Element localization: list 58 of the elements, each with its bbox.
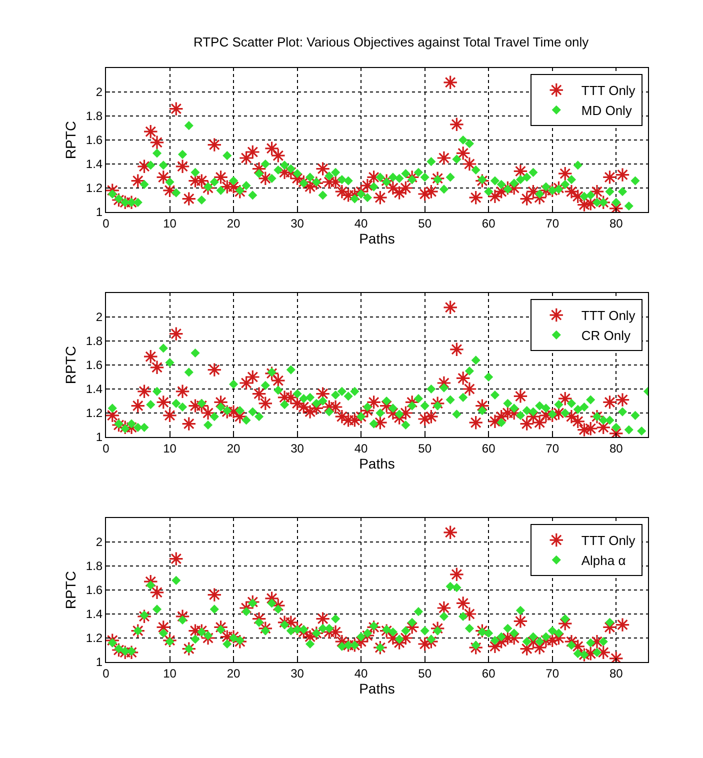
y-tick-label: 1.6 <box>86 358 103 372</box>
y-tick-label: 1.2 <box>86 631 103 646</box>
y-tick-label: 1 <box>96 430 103 444</box>
y-tick-label: 1.6 <box>86 133 103 148</box>
y-tick-label: 1.4 <box>86 607 103 622</box>
x-tick-label: 30 <box>290 216 304 230</box>
x-tick-label: 40 <box>354 666 368 680</box>
x-tick-label: 60 <box>482 666 496 680</box>
x-tick-label: 50 <box>418 666 432 680</box>
legend-label: CR Only <box>581 328 631 343</box>
x-tick-label: 30 <box>290 666 304 680</box>
x-tick-label: 60 <box>482 441 496 456</box>
y-axis-title: RPTC <box>62 120 79 160</box>
x-tick-label: 20 <box>226 666 241 680</box>
x-axis-title: Paths <box>359 230 395 247</box>
x-tick-label: 20 <box>226 441 241 456</box>
x-tick-label: 0 <box>102 441 110 456</box>
legend-label: Alpha α <box>581 552 626 568</box>
y-tick-label: 1.8 <box>86 334 103 348</box>
y-tick-label: 1.8 <box>86 109 103 124</box>
x-tick-label: 0 <box>102 216 110 230</box>
x-tick-label: 40 <box>354 441 368 456</box>
x-tick-label: 60 <box>482 216 496 230</box>
x-tick-label: 10 <box>163 666 177 680</box>
y-tick-label: 2 <box>96 310 103 324</box>
y-tick-label: 2 <box>96 535 103 550</box>
y-axis-title: RPTC <box>62 346 79 384</box>
x-tick-label: 50 <box>418 216 432 230</box>
x-tick-label: 40 <box>354 216 368 230</box>
y-tick-label: 1.4 <box>86 157 103 172</box>
x-tick-label: 20 <box>226 216 241 230</box>
chart-title: RTPC Scatter Plot: Various Objectives against Total Travel Time only <box>193 34 590 50</box>
x-tick-label: 70 <box>546 441 560 456</box>
x-tick-label: 80 <box>609 441 624 456</box>
legend-label: TTT Only <box>581 533 636 548</box>
y-tick-label: 1 <box>96 655 103 670</box>
x-tick-label: 30 <box>290 441 304 456</box>
x-tick-label: 70 <box>546 216 560 230</box>
x-tick-label: 50 <box>418 441 432 456</box>
x-tick-label: 0 <box>102 666 110 680</box>
legend-label: TTT Only <box>581 83 636 98</box>
y-axis-title: RPTC <box>62 570 79 610</box>
x-tick-label: 80 <box>609 216 624 230</box>
x-axis-title: Paths <box>359 456 395 472</box>
y-tick-label: 2 <box>96 85 103 100</box>
x-tick-label: 10 <box>163 216 177 230</box>
x-tick-label: 80 <box>609 666 624 680</box>
y-tick-label: 1.8 <box>86 559 103 574</box>
x-tick-label: 70 <box>546 666 560 680</box>
y-tick-label: 1 <box>96 205 103 220</box>
y-tick-label: 1.2 <box>86 406 103 420</box>
y-tick-label: 1.2 <box>86 181 103 196</box>
y-tick-label: 1.4 <box>86 382 103 396</box>
legend-label: MD Only <box>581 102 632 118</box>
x-tick-label: 10 <box>163 441 177 456</box>
y-tick-label: 1.6 <box>86 583 103 598</box>
legend-label: TTT Only <box>581 308 636 324</box>
x-axis-title: Paths <box>359 680 395 697</box>
